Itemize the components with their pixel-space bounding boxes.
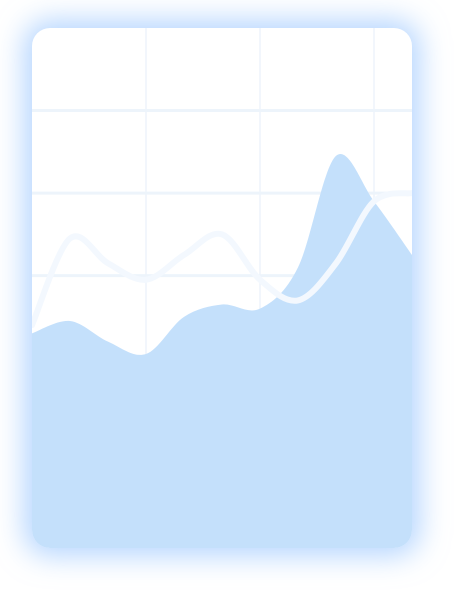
area-chart: [32, 28, 412, 548]
line-series-path: [32, 190, 412, 329]
chart-card: [32, 28, 412, 548]
area-series-fill: [32, 154, 412, 548]
